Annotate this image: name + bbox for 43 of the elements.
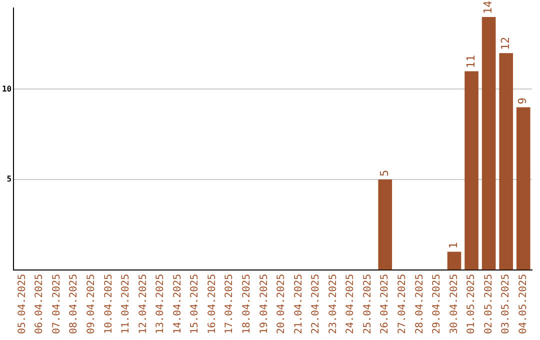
x-tick-label: 04.05.2025 [518, 274, 529, 334]
bar [447, 252, 462, 270]
x-tick-label: 21.04.2025 [293, 274, 304, 334]
x-tick-label: 27.04.2025 [397, 274, 408, 334]
x-tick-label: 03.05.2025 [500, 274, 512, 334]
data-label: 11 [464, 54, 478, 68]
x-tick-label: 01.05.2025 [466, 274, 478, 334]
x-tick-label: 08.04.2025 [68, 274, 80, 334]
data-label: 14 [482, 0, 495, 14]
x-tick-label: 20.04.2025 [276, 274, 288, 334]
bar [499, 53, 513, 270]
x-tick-label: 26.04.2025 [380, 274, 391, 334]
x-tick-label: 15.04.2025 [190, 274, 201, 334]
x-tick-label: 07.04.2025 [51, 274, 62, 334]
x-tick-label: 02.05.2025 [483, 274, 494, 334]
x-tick-label: 28.04.2025 [414, 274, 426, 334]
x-tick-label: 14.04.2025 [172, 274, 184, 334]
x-tick-label: 16.04.2025 [206, 274, 218, 334]
bar [482, 17, 496, 270]
x-tick-label: 29.04.2025 [432, 274, 443, 334]
x-tick-label: 24.04.2025 [345, 274, 356, 334]
x-tick-label: 22.04.2025 [310, 274, 322, 334]
x-tick-label: 30.04.2025 [448, 274, 460, 334]
data-label: 1 [447, 242, 460, 249]
x-tick-label: 25.04.2025 [362, 274, 374, 334]
x-tick-label: 19.04.2025 [258, 274, 270, 334]
bar [378, 180, 392, 270]
x-tick-label: 09.04.2025 [86, 274, 97, 334]
bar [516, 107, 530, 270]
x-tick-label: 10.04.2025 [103, 274, 114, 334]
x-tick-label: 18.04.2025 [241, 274, 252, 334]
x-tick-label: 05.04.2025 [16, 274, 28, 334]
x-tick-label: 23.04.2025 [328, 274, 339, 334]
x-tick-label: 13.04.2025 [155, 274, 166, 334]
x-tick-label: 12.04.2025 [138, 274, 149, 334]
bar [464, 71, 478, 270]
y-tick-label: 10 [2, 84, 12, 94]
data-label: 9 [516, 98, 530, 104]
x-tick-label: 06.04.2025 [34, 274, 46, 334]
x-tick-label: 11.04.2025 [120, 274, 132, 334]
data-label: 5 [378, 170, 391, 177]
data-label: 12 [498, 36, 512, 50]
x-tick-label: 17.04.2025 [224, 274, 236, 334]
